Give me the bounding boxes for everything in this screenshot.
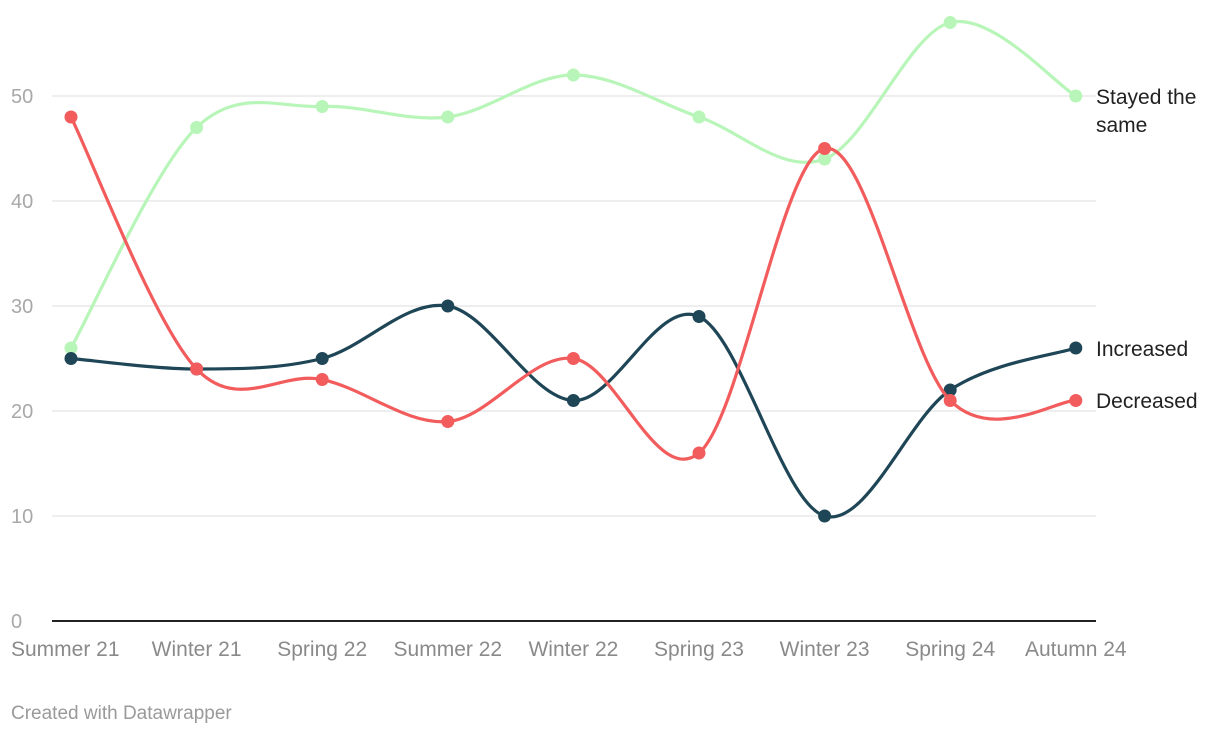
data-point [818, 152, 832, 166]
y-tick-label: 0 [11, 611, 22, 633]
series-label: Increased [1096, 338, 1188, 361]
series-lines [64, 16, 1083, 523]
data-point [190, 121, 204, 134]
data-point [692, 110, 706, 124]
data-point [441, 415, 455, 428]
data-point [1069, 89, 1083, 103]
credit-text: Created with Datawrapper [11, 703, 232, 724]
series-line [69, 303, 1078, 519]
data-point [441, 110, 455, 124]
series-label: Stayed the [1096, 86, 1196, 109]
data-point [943, 394, 957, 407]
x-tick-label: Spring 22 [277, 638, 367, 661]
grid-lines [52, 95, 1096, 622]
data-point [315, 352, 329, 365]
x-tick-label: Summer 22 [394, 638, 503, 661]
data-point [943, 383, 957, 397]
y-tick-label: 50 [11, 86, 33, 108]
x-axis-ticks: Summer 21 Winter 21 Spring 22 Summer 22 Wint… [11, 638, 1127, 661]
x-tick-label: Winter 21 [152, 638, 242, 661]
data-point [692, 446, 706, 460]
data-point [566, 68, 580, 82]
data-point [818, 142, 832, 155]
x-tick-label: Summer 21 [11, 638, 120, 661]
data-point [566, 352, 580, 365]
data-point [315, 373, 329, 386]
data-point [943, 16, 957, 29]
y-axis-ticks: 0 10 20 30 40 50 [11, 86, 33, 633]
data-point [64, 110, 78, 124]
series-label: same [1096, 114, 1147, 137]
x-tick-label: Winter 23 [780, 638, 870, 661]
series-label: Decreased [1096, 390, 1198, 413]
data-point [692, 310, 706, 323]
data-point [315, 100, 329, 113]
data-point [818, 509, 832, 523]
data-point [566, 394, 580, 407]
x-tick-label: Winter 22 [528, 638, 618, 661]
y-tick-label: 30 [11, 296, 33, 318]
y-tick-label: 10 [11, 506, 33, 528]
x-tick-label: Spring 24 [905, 638, 995, 661]
data-point [1069, 394, 1083, 407]
data-point [441, 299, 455, 313]
data-point [190, 362, 204, 376]
x-tick-label: Spring 23 [654, 638, 744, 661]
y-tick-label: 40 [11, 191, 33, 213]
series-2 [64, 110, 1083, 461]
series-line [69, 115, 1078, 461]
data-point [64, 352, 78, 365]
series-0 [64, 16, 1083, 355]
x-tick-label: Autumn 24 [1025, 638, 1127, 661]
series-labels: Stayed the same Increased Decreased [1096, 86, 1198, 413]
data-point [64, 341, 78, 355]
y-tick-label: 20 [11, 401, 33, 423]
data-point [1069, 341, 1083, 355]
